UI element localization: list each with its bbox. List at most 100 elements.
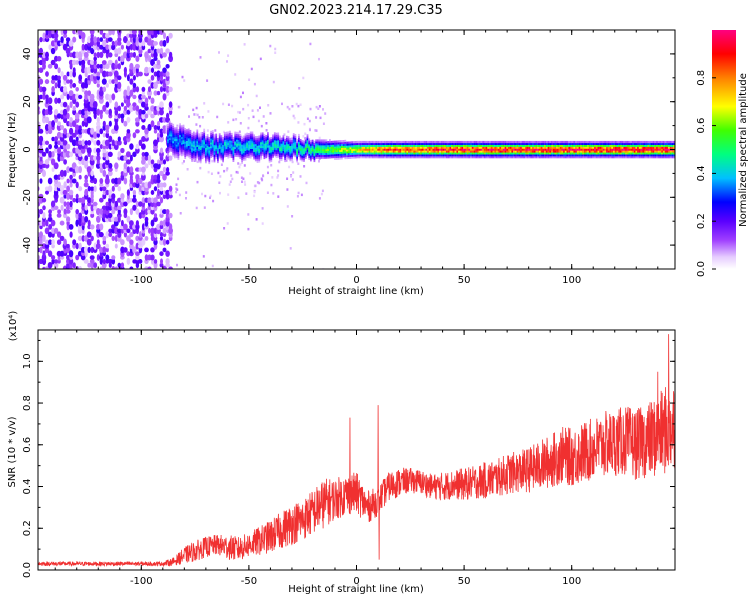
spectrogram-signal-cell bbox=[583, 150, 586, 153]
spectrogram-noise-cell bbox=[220, 163, 223, 166]
spectrogram-signal-cell bbox=[237, 145, 240, 148]
spectrogram-signal-cell bbox=[279, 152, 281, 155]
spectrogram-noise-cell bbox=[89, 186, 95, 191]
spectrogram-signal-cell bbox=[208, 144, 211, 147]
spectrogram-signal-cell bbox=[337, 149, 340, 153]
spectrogram-signal-cell bbox=[189, 135, 192, 138]
spectrogram-noise-cell bbox=[84, 90, 89, 96]
spectrogram-signal-cell bbox=[573, 152, 576, 155]
spectrogram-noise-cell bbox=[129, 62, 134, 70]
spectrogram-signal-cell bbox=[267, 143, 269, 146]
spectrogram-signal-cell bbox=[277, 136, 280, 139]
spectrogram-signal-cell bbox=[408, 148, 410, 151]
spectrogram-signal-cell bbox=[187, 155, 190, 158]
spectrogram-signal-cell bbox=[590, 150, 593, 153]
spectrogram-signal-cell bbox=[415, 154, 417, 157]
spectrogram-signal-cell bbox=[372, 144, 374, 147]
spectrogram-noise-cell bbox=[153, 261, 158, 269]
spectrogram-signal-cell bbox=[471, 148, 474, 151]
spectrogram-noise-cell bbox=[77, 143, 83, 150]
spectrogram-noise-cell bbox=[159, 239, 164, 246]
spectrogram-signal-cell bbox=[435, 156, 438, 159]
spectrogram-signal-cell bbox=[539, 156, 541, 159]
spectrogram-signal-cell bbox=[626, 150, 629, 153]
spectrogram-signal-cell bbox=[258, 143, 261, 146]
spectrogram-noise-cell bbox=[144, 151, 149, 157]
spectrogram-signal-cell bbox=[191, 152, 193, 155]
spectrogram-signal-cell bbox=[483, 154, 486, 157]
spectrogram-signal-cell bbox=[638, 140, 641, 144]
spectrogram-signal-cell bbox=[387, 146, 390, 149]
spectrogram-signal-cell bbox=[568, 152, 571, 155]
spectrogram-noise-cell bbox=[315, 129, 318, 132]
spectrogram-signal-cell bbox=[439, 146, 441, 149]
spectrogram-signal-cell bbox=[229, 149, 231, 152]
spectrogram-signal-cell bbox=[279, 137, 281, 140]
spectrogram-signal-cell bbox=[644, 152, 646, 155]
spectrogram-signal-cell bbox=[521, 154, 524, 157]
spectrogram-signal-cell bbox=[227, 141, 230, 144]
spectrogram-signal-cell bbox=[440, 148, 443, 151]
spectrogram-signal-cell bbox=[210, 136, 212, 139]
spectrogram-signal-cell bbox=[213, 160, 216, 163]
spectrogram-noise-cell bbox=[80, 147, 86, 154]
spectrogram-signal-cell bbox=[304, 143, 307, 146]
spectrogram-signal-cell bbox=[254, 143, 257, 146]
spectrogram-signal-cell bbox=[203, 155, 206, 158]
spectrogram-signal-cell bbox=[261, 153, 264, 156]
spectrogram-signal-cell bbox=[368, 142, 371, 145]
spectrogram-signal-cell bbox=[363, 140, 366, 144]
spectrogram-signal-cell bbox=[592, 146, 595, 149]
spectrogram-signal-cell bbox=[530, 140, 533, 144]
spectrogram-signal-cell bbox=[458, 154, 460, 157]
spectrogram-signal-cell bbox=[365, 148, 367, 151]
spectrogram-signal-cell bbox=[501, 156, 503, 159]
spectrogram-signal-cell bbox=[211, 141, 214, 144]
spectrogram-signal-cell bbox=[480, 144, 483, 147]
spectrogram-noise-cell bbox=[93, 66, 98, 74]
spectrogram-noise-cell bbox=[162, 86, 167, 92]
spectrogram-signal-cell bbox=[186, 144, 188, 147]
spectrogram-noise-cell bbox=[219, 175, 222, 178]
spectrogram-signal-cell bbox=[616, 156, 619, 159]
snr-y-tick-label: 0.6 bbox=[22, 437, 33, 453]
spectrogram-signal-cell bbox=[327, 148, 329, 151]
spectrogram-signal-cell bbox=[327, 156, 329, 159]
spectrogram-signal-cell bbox=[566, 146, 569, 149]
spectrogram-signal-cell bbox=[480, 150, 483, 153]
spectrogram-signal-cell bbox=[618, 140, 620, 144]
spectrogram-signal-cell bbox=[582, 150, 584, 153]
spectrogram-signal-cell bbox=[296, 143, 298, 146]
spectrogram-signal-cell bbox=[213, 139, 216, 142]
spectrogram-noise-cell bbox=[51, 239, 55, 246]
spectrogram-noise-cell bbox=[42, 32, 46, 39]
spectrogram-noise-cell bbox=[303, 122, 306, 126]
spectrogram-signal-cell bbox=[316, 143, 319, 146]
spectrogram-signal-cell bbox=[470, 148, 472, 151]
spectrogram-signal-cell bbox=[315, 154, 317, 157]
spectrogram-signal-cell bbox=[575, 154, 577, 157]
spectrogram-noise-cell bbox=[153, 139, 158, 147]
spectrogram-signal-cell bbox=[385, 150, 388, 153]
spectrogram-signal-cell bbox=[535, 144, 538, 147]
spectrogram-y-tick-label: 20 bbox=[22, 95, 33, 108]
spectrogram-signal-cell bbox=[342, 155, 345, 158]
spectrogram-signal-cell bbox=[251, 133, 254, 136]
spectrogram-signal-cell bbox=[566, 144, 569, 147]
spectrogram-signal-cell bbox=[322, 154, 324, 157]
spectrogram-signal-cell bbox=[563, 154, 565, 157]
spectrogram-signal-cell bbox=[310, 140, 312, 143]
spectrogram-signal-cell bbox=[251, 135, 254, 138]
spectrogram-signal-cell bbox=[282, 154, 285, 157]
spectrogram-noise-cell bbox=[50, 59, 56, 66]
spectrogram-signal-cell bbox=[489, 148, 491, 151]
spectrogram-signal-cell bbox=[206, 157, 209, 160]
spectrogram-signal-cell bbox=[172, 152, 175, 155]
spectrogram-signal-cell bbox=[189, 143, 192, 146]
spectrogram-signal-cell bbox=[537, 148, 540, 151]
spectrogram-signal-cell bbox=[378, 154, 381, 157]
spectrogram-signal-cell bbox=[313, 142, 316, 145]
spectrogram-noise-cell bbox=[176, 124, 179, 128]
spectrogram-signal-cell bbox=[296, 152, 298, 155]
spectrogram-noise-cell bbox=[156, 70, 161, 78]
